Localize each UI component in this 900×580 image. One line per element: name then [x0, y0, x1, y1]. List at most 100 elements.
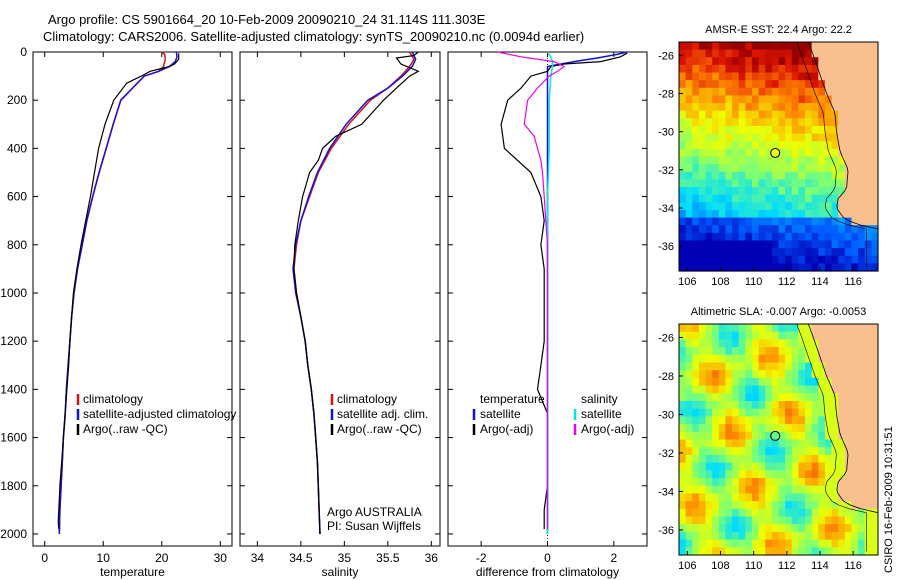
map-cell	[798, 95, 806, 104]
x-tick-label: 114	[811, 560, 829, 572]
map-cell	[871, 171, 879, 180]
map-cell	[831, 470, 839, 479]
map-cell	[732, 64, 740, 74]
map-cell	[791, 217, 799, 226]
map-cell	[864, 133, 872, 142]
map-cell	[818, 156, 826, 165]
map-cell	[692, 194, 700, 203]
map-cell	[771, 431, 780, 441]
map-cell	[751, 547, 760, 556]
map-cell	[831, 501, 839, 510]
argo-location-marker	[770, 430, 781, 441]
map-cell	[811, 493, 819, 502]
map-cell	[805, 141, 813, 150]
map-cell	[871, 493, 879, 502]
map-cell	[738, 202, 746, 211]
map-cell	[778, 95, 786, 104]
map-cell	[858, 370, 866, 379]
map-cell	[864, 87, 872, 97]
map-cell	[738, 462, 746, 471]
map-cell	[685, 462, 693, 471]
map-cell	[771, 42, 780, 51]
map-cell	[851, 217, 859, 226]
map-cell	[765, 179, 773, 188]
map-cell	[818, 331, 826, 340]
map-cell	[698, 103, 707, 112]
map-cell	[712, 478, 720, 487]
map-cell	[725, 454, 733, 464]
x-tick-label: 20	[155, 551, 169, 565]
map-cell	[685, 516, 693, 525]
map-cell	[851, 103, 859, 112]
map-cell	[765, 385, 773, 394]
map-cell	[811, 377, 819, 387]
map-cell	[679, 354, 687, 364]
map-cell	[679, 202, 687, 211]
map-cell	[791, 125, 799, 135]
map-cell	[698, 248, 707, 257]
map-cell	[831, 531, 839, 541]
map-cell	[705, 64, 713, 74]
map-cell	[771, 470, 780, 479]
map-cell	[685, 103, 693, 112]
map-cell	[791, 547, 799, 556]
map-cell	[858, 493, 866, 502]
map-cell	[824, 331, 833, 340]
map-cell	[698, 95, 707, 104]
map-cell	[864, 179, 872, 188]
map-cell	[705, 447, 713, 456]
map-cell	[871, 103, 879, 112]
map-cell	[765, 255, 773, 264]
map-cell	[864, 401, 872, 410]
map-cell	[838, 42, 846, 51]
map-cell	[732, 42, 740, 51]
map-cell	[712, 454, 720, 464]
map-cell	[698, 347, 707, 356]
map-cell	[824, 209, 833, 219]
map-cell	[858, 401, 866, 410]
map-cell	[745, 493, 753, 502]
map-cell	[858, 478, 866, 487]
map-cell	[765, 447, 773, 456]
map-cell	[778, 339, 786, 348]
map-cell	[778, 263, 786, 272]
map-cell	[858, 87, 866, 97]
map-cell	[844, 401, 853, 410]
map-cell	[831, 133, 839, 142]
map-cell	[791, 524, 799, 533]
map-cell	[844, 462, 853, 471]
map-cell	[725, 57, 733, 66]
map-cell	[838, 240, 846, 249]
map-cell	[791, 478, 799, 487]
map-cell	[692, 385, 700, 394]
map-cell	[791, 531, 799, 541]
map-cell	[778, 347, 786, 356]
map-cell	[758, 225, 766, 234]
map-cell	[771, 485, 780, 494]
map-cell	[698, 439, 707, 448]
map-cell	[785, 447, 793, 456]
map-cell	[858, 164, 866, 173]
x-tick-label: 106	[678, 560, 696, 572]
map-cell	[692, 524, 700, 533]
map-cell	[765, 156, 773, 165]
map-cell	[758, 478, 766, 487]
map-cell	[818, 141, 826, 150]
map-cell	[811, 524, 819, 533]
map-cell	[738, 248, 746, 257]
map-cell	[758, 148, 766, 158]
map-cell	[785, 263, 793, 272]
map-cell	[685, 42, 693, 51]
map-cell	[679, 377, 687, 387]
map-cell	[811, 64, 819, 74]
map-cell	[712, 110, 720, 119]
map-cell	[771, 354, 780, 364]
map-cell	[824, 393, 833, 402]
map-cell	[811, 408, 819, 417]
map-cell	[692, 95, 700, 104]
map-cell	[844, 125, 853, 135]
map-cell	[791, 248, 799, 257]
map-cell	[818, 187, 826, 196]
map-cell	[858, 424, 866, 433]
map-cell	[858, 209, 866, 219]
